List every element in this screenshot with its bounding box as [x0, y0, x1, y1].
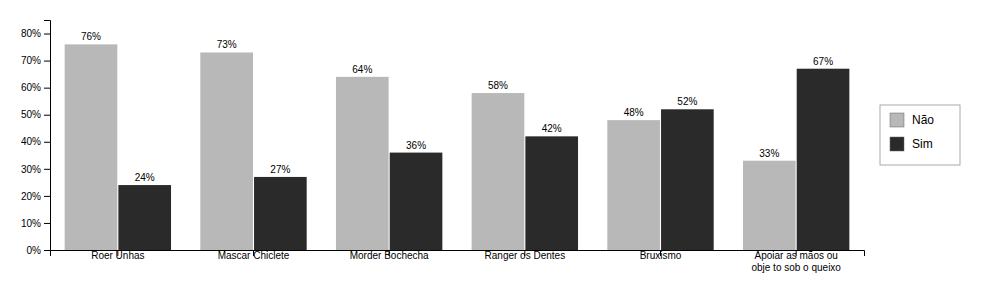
legend-frame [880, 105, 960, 165]
x-tick-label: Morder Bochecha [350, 250, 429, 261]
x-tick-label-line: obje to sob o queixo [751, 262, 841, 273]
bar [200, 52, 253, 250]
legend: Não Sim [880, 105, 960, 165]
data-label: 58% [488, 80, 508, 91]
y-tick-label: 70% [21, 55, 41, 66]
y-tick-mark [44, 88, 50, 89]
x-tick-label: Mascar Chiclete [218, 250, 290, 261]
legend-label: Não [912, 113, 934, 127]
bar-series [65, 44, 796, 250]
x-tick: Bruxismo [640, 250, 682, 261]
y-axis-line [44, 21, 51, 251]
y-tick-label: 10% [21, 218, 41, 229]
bar [607, 120, 660, 250]
legend-swatch [890, 137, 904, 151]
x-tick: Roer Unhas [91, 250, 144, 261]
y-tick-mark [44, 61, 50, 62]
data-label: 73% [217, 39, 237, 50]
data-label: 33% [759, 148, 779, 159]
bar [336, 77, 389, 250]
y-tick: 80% [21, 28, 50, 39]
y-tick: 40% [21, 136, 50, 147]
data-label: 52% [677, 96, 697, 107]
data-label: 27% [270, 164, 290, 175]
y-tick: 30% [21, 164, 50, 175]
data-label: 42% [542, 123, 562, 134]
x-tick-label: Roer Unhas [91, 250, 144, 261]
y-tick-mark [44, 142, 50, 143]
y-tick-mark [44, 34, 50, 35]
x-tick: Morder Bochecha [350, 250, 429, 261]
bar [743, 161, 796, 250]
bar [661, 109, 714, 250]
y-tick: 10% [21, 218, 50, 229]
x-tick-label: Apoiar as mãos ouobje to sob o queixo [751, 250, 841, 273]
x-tick-label-line: Mascar Chiclete [218, 250, 290, 261]
data-label: 64% [352, 64, 372, 75]
bar [118, 185, 171, 250]
bar [525, 136, 578, 250]
bar [472, 93, 525, 250]
chart: 0% 10% 20% 30% 40% 50% 60% 70% 80% Roer Unhas Masc… [0, 0, 984, 294]
y-tick-mark [44, 250, 50, 251]
x-tick-label-line: Bruxismo [640, 250, 682, 261]
legend-item: Sim [890, 137, 933, 151]
x-tick-label-line: Apoiar as mãos ou [754, 250, 837, 261]
y-tick-label: 50% [21, 109, 41, 120]
x-tick: Mascar Chiclete [218, 250, 290, 261]
y-tick-label: 20% [21, 191, 41, 202]
x-tick: Apoiar as mãos ouobje to sob o queixo [751, 250, 841, 273]
y-tick-label: 40% [21, 136, 41, 147]
x-tick-label: Ranger os Dentes [485, 250, 566, 261]
bar [65, 44, 118, 250]
x-axis-line [51, 251, 865, 257]
y-tick-label: 80% [21, 28, 41, 39]
legend-swatch [890, 113, 904, 127]
y-tick: 60% [21, 82, 50, 93]
x-axis: Roer Unhas Mascar Chiclete Morder Bochecha… [51, 250, 865, 273]
x-tick-label-line: Morder Bochecha [350, 250, 429, 261]
data-label: 67% [813, 56, 833, 67]
bar-series [118, 69, 849, 250]
data-label: 24% [135, 172, 155, 183]
legend-label: Sim [912, 137, 933, 151]
y-tick-label: 0% [27, 245, 42, 256]
data-labels: 76% 73% 64% 58% 48% 33% 24% 27% 36% 42% 52% 67% [81, 31, 833, 183]
y-tick-mark [44, 196, 50, 197]
y-tick-label: 30% [21, 164, 41, 175]
bar [254, 177, 307, 250]
y-axis: 0% 10% 20% 30% 40% 50% 60% 70% 80% [21, 21, 51, 256]
x-tick-label: Bruxismo [640, 250, 682, 261]
bars [65, 44, 850, 250]
data-label: 76% [81, 31, 101, 42]
bar [390, 153, 443, 250]
y-tick: 20% [21, 191, 50, 202]
data-label: 48% [624, 107, 644, 118]
y-tick: 70% [21, 55, 50, 66]
x-tick: Ranger os Dentes [485, 250, 566, 261]
y-tick-mark [44, 223, 50, 224]
bar [797, 69, 850, 250]
y-tick-label: 60% [21, 82, 41, 93]
legend-item: Não [890, 113, 934, 127]
data-label: 36% [406, 140, 426, 151]
x-tick-label-line: Ranger os Dentes [485, 250, 566, 261]
x-tick-label-line: Roer Unhas [91, 250, 144, 261]
y-tick: 50% [21, 109, 50, 120]
plot: 0% 10% 20% 30% 40% 50% 60% 70% 80% Roer Unhas Masc… [21, 21, 865, 273]
y-tick: 0% [27, 245, 50, 256]
y-tick-mark [44, 169, 50, 170]
y-tick-mark [44, 115, 50, 116]
